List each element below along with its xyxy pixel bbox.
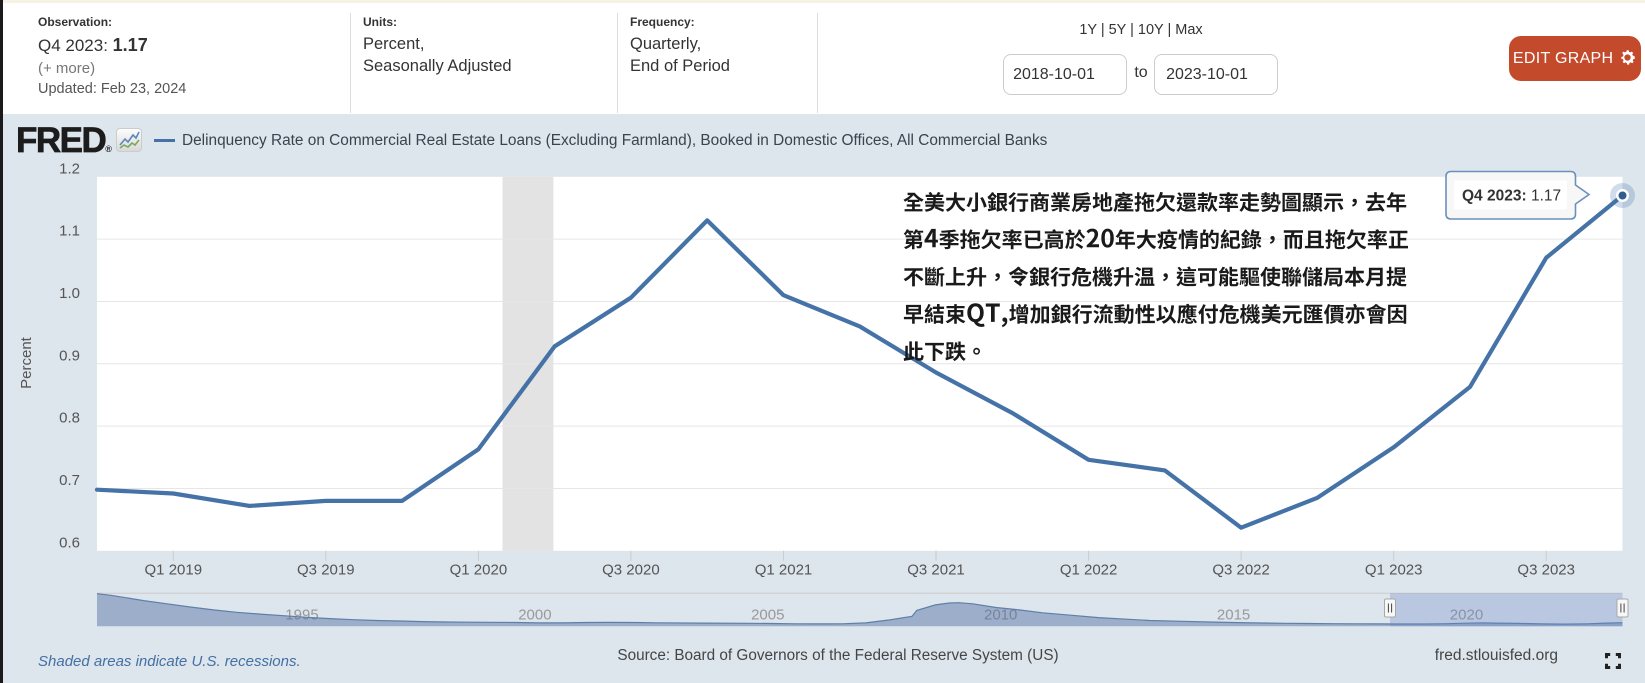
svg-text:0.9: 0.9 <box>59 347 80 364</box>
svg-text:1995: 1995 <box>285 607 318 624</box>
svg-text:1.0: 1.0 <box>59 285 80 302</box>
svg-text:0.7: 0.7 <box>59 472 80 489</box>
svg-text:0.8: 0.8 <box>59 410 80 427</box>
svg-text:2020: 2020 <box>1450 607 1483 624</box>
svg-text:2010: 2010 <box>984 607 1017 624</box>
svg-text:Q1 2019: Q1 2019 <box>145 562 203 579</box>
svg-text:Q3 2023: Q3 2023 <box>1517 562 1575 579</box>
svg-text:Q1 2022: Q1 2022 <box>1060 562 1118 579</box>
svg-text:Q1 2020: Q1 2020 <box>450 562 508 579</box>
svg-text:0.6: 0.6 <box>59 534 80 551</box>
svg-text:Q3 2022: Q3 2022 <box>1212 562 1270 579</box>
svg-text:2000: 2000 <box>518 607 551 624</box>
svg-text:Q1 2023: Q1 2023 <box>1365 562 1423 579</box>
svg-text:Q3 2020: Q3 2020 <box>602 562 660 579</box>
svg-text:2015: 2015 <box>1217 607 1250 624</box>
svg-text:Q3 2021: Q3 2021 <box>907 562 965 579</box>
svg-text:2005: 2005 <box>751 607 784 624</box>
svg-text:Q3 2019: Q3 2019 <box>297 562 355 579</box>
svg-text:Q4 2023: 1.17: Q4 2023: 1.17 <box>1462 188 1561 205</box>
svg-text:Percent: Percent <box>18 336 35 389</box>
svg-text:Q1 2021: Q1 2021 <box>755 562 813 579</box>
svg-text:1.2: 1.2 <box>59 160 80 177</box>
svg-text:1.1: 1.1 <box>59 223 80 240</box>
